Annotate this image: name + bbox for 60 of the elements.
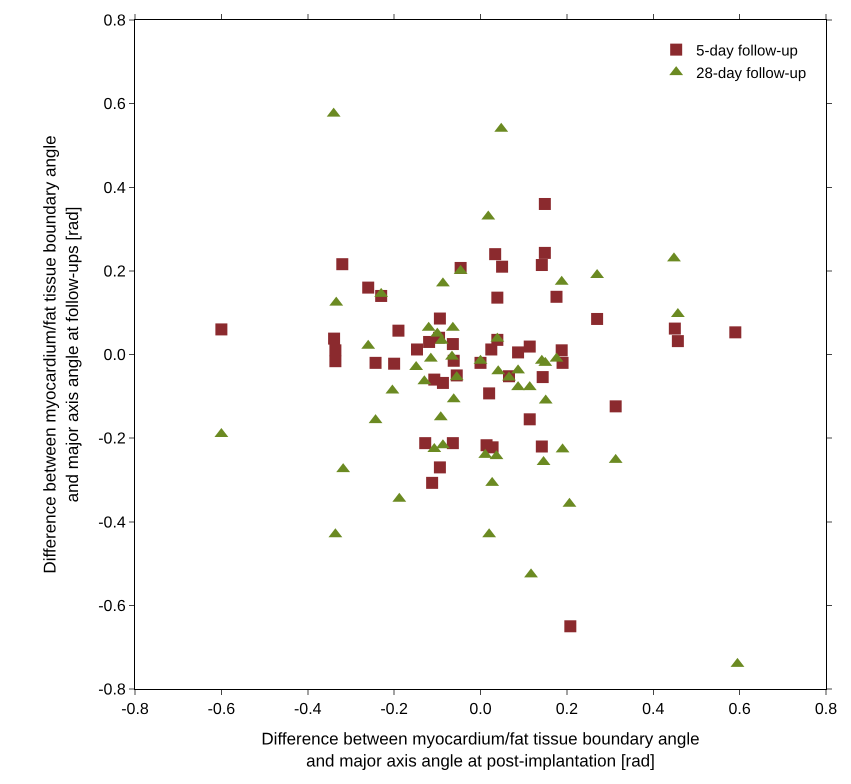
x-tick-label: -0.4 [294,701,322,718]
x-tick-label: -0.2 [380,701,408,718]
point [446,338,459,350]
point [610,400,622,412]
point [362,282,374,294]
point [550,290,563,303]
point [392,324,404,337]
point [564,620,576,632]
x-tick-label: -0.6 [208,701,236,718]
point [329,355,342,368]
x-tick-label: 0.6 [728,701,751,718]
point [215,323,228,336]
point [446,437,459,450]
x-tick-label: 0.2 [556,701,578,718]
y-tick-label: 0.6 [104,96,126,114]
y-tick-label: -0.2 [98,430,126,448]
y-axis-title: Difference between myocardium/fat tissue boundary angle and major axis angle at follow-ups [rad] [40,135,82,574]
y-tick-label: -0.4 [98,514,126,532]
point [370,356,382,369]
point [591,312,604,325]
point [434,461,446,474]
point [411,343,424,356]
legend-label: 5-day follow-up [696,42,798,60]
point [485,343,498,356]
point [536,371,549,384]
point [524,340,536,353]
x-tick-label: -0.8 [121,701,149,718]
point [434,312,446,325]
point [426,476,438,489]
point [512,346,524,358]
y-tick-label: 0.2 [104,263,126,280]
point [336,258,348,270]
point [538,198,551,210]
point [388,358,400,370]
point [538,246,551,259]
x-tick-label: 0.8 [814,701,838,718]
y-tick-label: 0.4 [104,180,126,197]
point [672,335,684,348]
legend-label: 28-day follow-up [696,64,806,82]
point [536,440,548,452]
point [436,376,449,389]
x-axis-title: Difference between myocardium/fat tissue boundary angle and major axis angle at post-implantation [rad] [261,730,700,771]
point [556,344,568,356]
x-tick-label: 0.4 [642,701,664,718]
point [536,259,548,272]
point [524,413,536,426]
y-tick-label: 0.0 [104,347,126,364]
point [419,437,432,450]
point [729,326,742,338]
point [668,322,681,335]
point [483,387,496,400]
point [496,260,508,273]
y-tick-label: 0.8 [104,12,126,30]
y-tick-label: -0.6 [98,598,126,615]
point [328,332,340,345]
point [489,248,502,260]
point [491,292,504,304]
x-tick-label: 0.0 [469,701,492,718]
y-tick-label: -0.8 [98,682,126,699]
point [486,441,499,454]
